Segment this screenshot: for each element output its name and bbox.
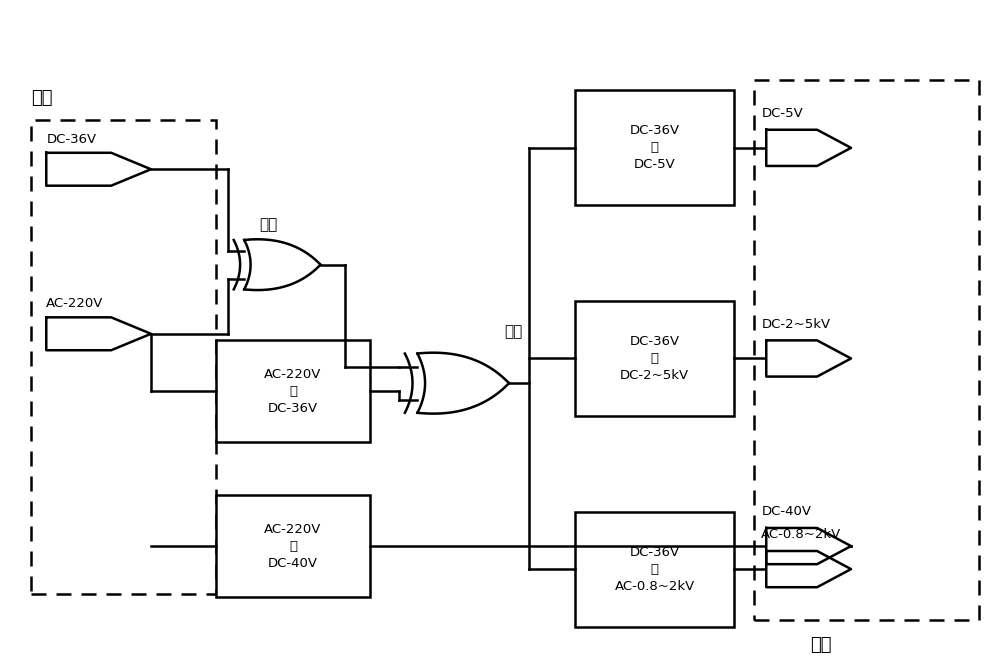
- Text: 异或: 异或: [504, 324, 523, 339]
- Polygon shape: [766, 130, 851, 166]
- Text: AC-220V: AC-220V: [46, 297, 104, 311]
- Bar: [575, 91, 734, 206]
- Text: DC-5V: DC-5V: [761, 107, 803, 120]
- Text: DC-2~5kV: DC-2~5kV: [761, 318, 830, 330]
- Polygon shape: [244, 239, 320, 290]
- Polygon shape: [766, 528, 851, 564]
- Text: DC-40V: DC-40V: [761, 505, 811, 518]
- Bar: [575, 301, 734, 416]
- Polygon shape: [417, 353, 509, 414]
- Text: 输出: 输出: [810, 636, 832, 654]
- Bar: [216, 340, 370, 442]
- Polygon shape: [46, 153, 151, 186]
- Text: AC-0.8~2kV: AC-0.8~2kV: [761, 528, 842, 541]
- Text: 输入: 输入: [31, 89, 53, 108]
- Bar: [31, 120, 216, 594]
- Bar: [216, 495, 370, 597]
- Text: DC-36V
转
DC-2~5kV: DC-36V 转 DC-2~5kV: [620, 335, 689, 382]
- Polygon shape: [766, 551, 851, 587]
- Text: DC-36V
转
AC-0.8~2kV: DC-36V 转 AC-0.8~2kV: [614, 545, 695, 593]
- Text: DC-36V: DC-36V: [46, 133, 96, 146]
- Text: AC-220V
转
DC-36V: AC-220V 转 DC-36V: [264, 368, 322, 415]
- Polygon shape: [46, 317, 151, 350]
- Text: AC-220V
转
DC-40V: AC-220V 转 DC-40V: [264, 523, 322, 570]
- Bar: [575, 512, 734, 627]
- Polygon shape: [766, 340, 851, 377]
- Bar: [754, 81, 979, 620]
- Text: DC-36V
转
DC-5V: DC-36V 转 DC-5V: [630, 124, 680, 171]
- Text: 异或: 异或: [259, 217, 277, 232]
